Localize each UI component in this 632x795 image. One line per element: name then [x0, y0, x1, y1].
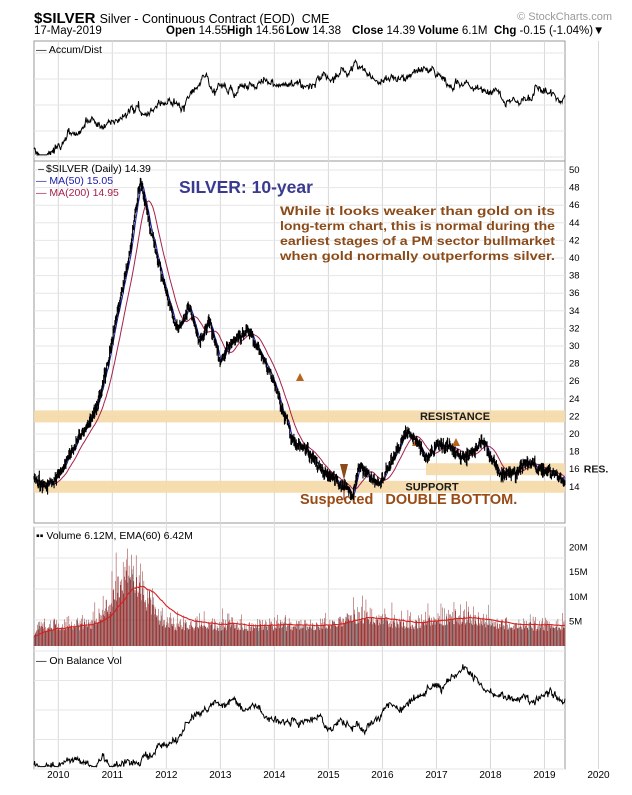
svg-text:26: 26: [569, 376, 580, 387]
svg-text:48: 48: [569, 183, 580, 194]
svg-text:2015: 2015: [317, 770, 340, 781]
svg-text:16: 16: [569, 464, 580, 475]
svg-text:2010: 2010: [47, 770, 70, 781]
svg-text:2013: 2013: [209, 770, 232, 781]
svg-text:18: 18: [569, 447, 580, 458]
svg-text:2017: 2017: [425, 770, 448, 781]
svg-text:5M: 5M: [569, 616, 582, 627]
svg-text:2011: 2011: [102, 770, 124, 781]
svg-text:While it looks weaker than gol: While it looks weaker than gold on its: [280, 206, 555, 218]
svg-text:44: 44: [569, 218, 580, 229]
svg-text:32: 32: [569, 323, 580, 334]
svg-text:30: 30: [569, 341, 580, 352]
svg-text:2014: 2014: [263, 770, 286, 781]
svg-text:2018: 2018: [479, 770, 502, 781]
svg-text:10M: 10M: [569, 592, 588, 603]
svg-text:22: 22: [569, 411, 580, 422]
svg-text:34: 34: [569, 306, 580, 317]
svg-text:38: 38: [569, 271, 580, 282]
svg-text:24: 24: [569, 394, 580, 405]
svg-text:50: 50: [569, 165, 580, 176]
svg-text:RESISTANCE: RESISTANCE: [420, 411, 490, 423]
svg-text:20: 20: [569, 429, 580, 440]
svg-text:36: 36: [569, 288, 580, 299]
svg-text:40: 40: [569, 253, 580, 264]
svg-text:2016: 2016: [371, 770, 394, 781]
svg-text:when gold normally outperforms: when gold normally outperforms silver.: [279, 251, 555, 263]
svg-text:46: 46: [569, 200, 580, 211]
svg-text:20M: 20M: [569, 543, 588, 554]
svg-text:2020: 2020: [587, 770, 610, 781]
svg-text:2012: 2012: [155, 770, 178, 781]
svg-text:RES.: RES.: [584, 464, 609, 476]
svg-text:2019: 2019: [533, 770, 556, 781]
svg-text:14: 14: [569, 482, 580, 493]
svg-text:Suspected DOUBLE BOTTOM.: Suspected DOUBLE BOTTOM.: [300, 492, 517, 508]
svg-text:earliest stages of a PM sector: earliest stages of a PM sector bullmarke…: [280, 236, 555, 248]
svg-text:SILVER: 10-year: SILVER: 10-year: [179, 177, 313, 197]
svg-text:15M: 15M: [569, 567, 588, 578]
svg-text:42: 42: [569, 235, 580, 246]
svg-text:long-term chart, this is norma: long-term chart, this is normal during t…: [280, 221, 555, 233]
svg-text:28: 28: [569, 359, 580, 370]
